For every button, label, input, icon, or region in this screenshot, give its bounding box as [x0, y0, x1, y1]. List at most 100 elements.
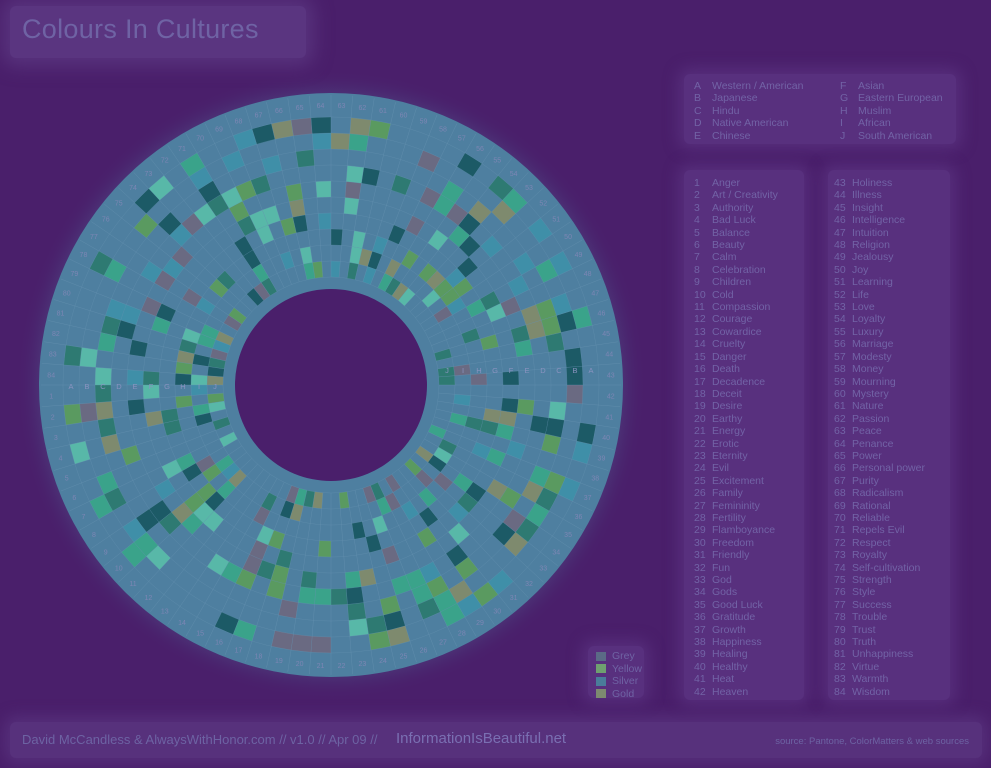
legend-row: D Native American [694, 117, 803, 129]
heatmap-cell [488, 175, 514, 201]
heatmap-cell [134, 188, 160, 214]
legend-key: 55 [834, 325, 846, 338]
legend-label: Radicalism [852, 487, 904, 500]
sector-spoke [60, 278, 231, 346]
heatmap-cell [521, 480, 544, 503]
legend-key: 72 [834, 536, 846, 549]
sector-spoke [53, 299, 228, 354]
meanings-legend-col-2: 43 Holiness 44 Illness 45 Insight 46 Intelligen… [834, 177, 925, 698]
heatmap-cell [209, 278, 229, 298]
cultures-legend-col-1: A Western / American B Japanese C Hindu D Nativ… [694, 80, 803, 142]
heatmap-cell [261, 154, 283, 175]
legend-row: 37 Growth [694, 624, 778, 636]
legend-row: 81 Unhappiness [834, 648, 925, 660]
sector-tick-label: 24 [379, 658, 387, 665]
legend-key: 16 [694, 363, 706, 376]
legend-row: 21 Energy [694, 425, 778, 437]
legend-row: 84 Wisdom [834, 686, 925, 698]
heatmap-cell [515, 517, 540, 543]
heatmap-cell [182, 463, 203, 482]
heatmap-cell [228, 307, 247, 325]
heatmap-cell [520, 304, 542, 325]
sector-tick-label: 34 [552, 549, 560, 556]
heatmap-cell [415, 469, 434, 488]
heatmap-cell [175, 373, 192, 385]
legend-row: 58 Money [834, 363, 925, 375]
legend-row: 64 Penance [834, 438, 925, 450]
legend-row: 6 Beauty [694, 239, 778, 251]
ring-line [206, 260, 456, 510]
sector-tick-label: 56 [476, 146, 484, 153]
sector-tick-label: 57 [458, 135, 466, 142]
heatmap-cell [471, 441, 492, 460]
sector-spoke [384, 133, 477, 292]
legend-label: Jealousy [852, 251, 894, 264]
legend-label: Desire [712, 400, 743, 413]
heatmap-cell [154, 479, 176, 500]
sector-spoke [53, 416, 228, 471]
footer-site-link[interactable]: InformationIsBeautiful.net [396, 730, 567, 747]
sector-spoke [398, 158, 513, 301]
sector-tick-label: 13 [161, 608, 169, 615]
legend-key: 26 [694, 487, 706, 500]
sector-tick-label: 55 [493, 158, 501, 165]
meanings-legend-col-2-panel [828, 170, 950, 700]
heatmap-cell [221, 150, 245, 173]
sector-tick-label: 40 [602, 435, 610, 442]
heatmap-cell [438, 375, 455, 385]
heatmap-cell [95, 385, 112, 403]
heatmap-cell [472, 582, 499, 607]
sector-tick-label: 38 [591, 475, 599, 482]
sector-spoke [384, 478, 477, 637]
legend-label: Fun [712, 561, 731, 574]
color-key: Grey Yellow Silver Gold [596, 650, 642, 700]
heatmap-cell [434, 348, 452, 361]
legend-row: 67 Purity [834, 475, 925, 487]
legend-label: Growth [712, 623, 746, 636]
heatmap-cell [452, 472, 474, 493]
legend-label: Cruelty [712, 338, 746, 351]
legend-label: Flamboyance [712, 524, 776, 537]
legend-row: B Japanese [694, 92, 803, 104]
cultures-legend-panel [684, 74, 956, 144]
sector-spoke [437, 341, 618, 370]
sector-spoke [346, 98, 375, 279]
sector-spoke [204, 123, 285, 288]
heatmap-cell [370, 482, 385, 501]
legend-label: Death [712, 363, 741, 376]
legend-key: 13 [694, 325, 706, 338]
heatmap-cell [433, 472, 453, 492]
heatmap-cell [512, 252, 536, 275]
sector-spoke [415, 452, 558, 567]
legend-row: 73 Royalty [834, 549, 925, 561]
heatmap-cell [289, 199, 306, 218]
sector-spoke [424, 438, 583, 531]
sector-tick-label: 22 [338, 663, 346, 670]
legend-row: E Chinese [694, 130, 803, 142]
page-title: Colours In Cultures [22, 14, 259, 44]
sector-tick-label: 4 [59, 455, 63, 462]
sector-spoke [224, 114, 292, 285]
ring-letter-label: H [476, 366, 481, 375]
legend-key: F [840, 80, 847, 92]
legend-label: Warmth [852, 673, 889, 686]
legend-row: 68 Radicalism [834, 487, 925, 499]
heatmap-cell [280, 217, 297, 236]
sector-spoke [431, 424, 602, 492]
sector-spoke [224, 485, 292, 656]
heatmap-cell [381, 545, 400, 565]
sector-spoke [437, 400, 618, 429]
heatmap-cell [192, 403, 211, 417]
heatmap-cell [498, 410, 517, 427]
sector-spoke [354, 490, 396, 668]
legend-key: 76 [834, 586, 846, 599]
legend-label: Loyalty [852, 313, 886, 326]
sector-tick-label: 60 [400, 113, 408, 120]
legend-key: 45 [834, 201, 846, 214]
heatmap-cell [207, 375, 224, 385]
heatmap-cell [97, 417, 117, 438]
ring-letter-label: I [198, 382, 200, 391]
heatmap-cell [261, 492, 278, 512]
sector-spoke [266, 102, 308, 280]
sector-tick-label: 67 [255, 113, 263, 120]
